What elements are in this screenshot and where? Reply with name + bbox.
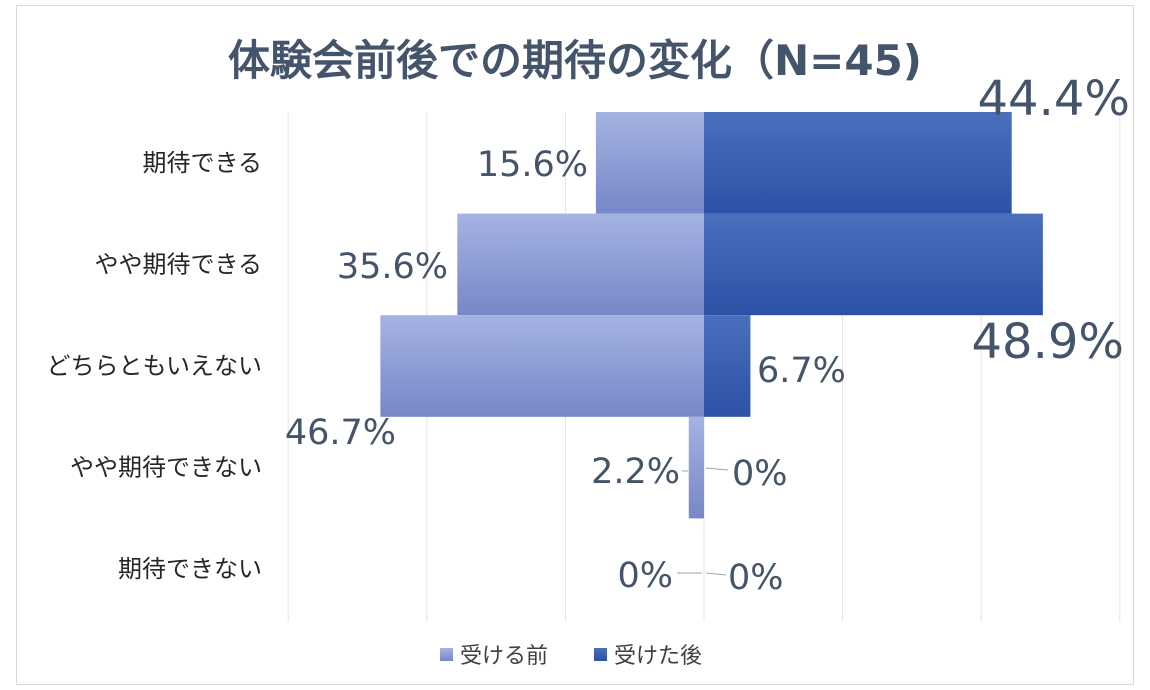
data-label: 2.2%: [591, 452, 680, 492]
chart-title: 体験会前後での期待の変化（N=45): [228, 36, 922, 85]
bar-before: [595, 112, 704, 214]
category-label: どちらともいえない: [46, 352, 262, 380]
leader-line: [705, 467, 729, 471]
bar-before: [380, 315, 704, 417]
bars: [380, 112, 1043, 519]
legend-swatch: [594, 648, 607, 661]
data-label: 48.9%: [972, 314, 1124, 370]
category-label: 期待できない: [118, 555, 262, 583]
data-label: 44.4%: [978, 71, 1130, 127]
bar-after: [704, 112, 1012, 214]
category-label: 期待できる: [142, 149, 262, 177]
bar-before: [688, 416, 704, 519]
data-label: 35.6%: [337, 247, 448, 287]
data-label: 0%: [732, 454, 788, 494]
category-label: やや期待できる: [94, 250, 262, 278]
chart-frame: [16, 5, 1134, 685]
data-labels: 15.6% 35.6% 46.7% 2.2% 0% 44.4% 48.9% 6.7% 0% 0%: [285, 71, 1130, 598]
bar-after: [704, 213, 1043, 316]
data-label: 0%: [728, 558, 784, 598]
data-label: 6.7%: [757, 351, 846, 391]
data-label: 46.7%: [285, 413, 396, 453]
legend-swatch: [440, 648, 453, 661]
bar-before: [457, 213, 704, 316]
data-label: 15.6%: [477, 145, 588, 185]
legend-label: 受けた後: [614, 644, 702, 669]
legend-label: 受ける前: [460, 644, 548, 669]
legend: 受ける前 受けた後: [440, 644, 702, 669]
data-label: 0%: [617, 556, 673, 596]
category-label: やや期待できない: [70, 454, 262, 482]
leader-line: [705, 572, 727, 576]
bar-after: [704, 315, 751, 417]
